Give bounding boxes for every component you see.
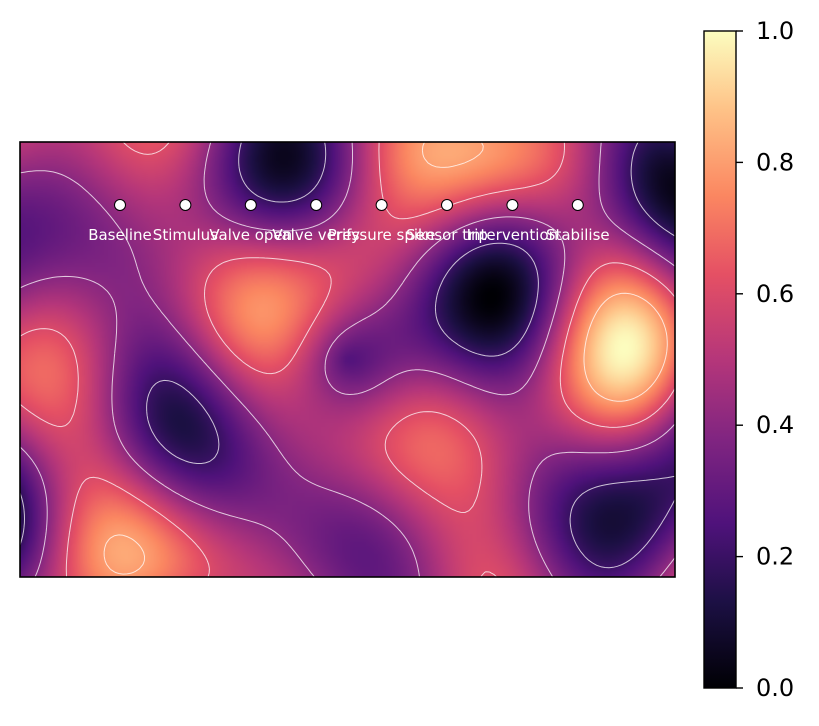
colorbar-tick-label: 0.6 [756,280,794,308]
annotation-label: Valve open [209,226,292,244]
annotation-marker [506,199,519,211]
annotation-label: Stimulus [153,226,218,244]
heatmap-image [20,142,675,577]
colorbar-tick-label: 0.2 [756,543,794,571]
contour-line-0.8 [103,142,668,575]
annotation-marker [310,199,323,211]
colorbar-gradient [704,31,736,688]
contour-lines [20,142,675,577]
colorbar-tick-label: 0.4 [756,411,794,439]
annotation-marker [244,199,257,211]
annotation-label: Intervention [467,226,559,244]
annotation-label: Valve verify [272,226,360,244]
colorbar: 0.0 0.2 0.4 0.6 0.8 1.0 [703,17,794,702]
colorbar-ticks: 0.0 0.2 0.4 0.6 0.8 1.0 [736,17,794,702]
annotation-label: Sensor trip [406,226,488,244]
annotation-label: Stabilise [546,226,610,244]
annotation-marker [375,199,388,211]
contour-line-0.4 [20,142,675,577]
colorbar-tick-label: 0.8 [756,148,794,176]
colorbar-tick-label: 1.0 [756,17,794,45]
contour-line-0.2 [20,142,675,569]
annotation-marker [441,199,453,211]
colorbar-tick-label: 0.0 [756,674,794,702]
annotation-label: Pressure spike [328,226,436,244]
colorbar-frame [703,30,737,689]
annotation-label: Baseline [88,226,152,244]
contour-line-0.6 [20,142,675,577]
annotation-marker [179,199,192,211]
plot-frame [19,141,676,578]
annotation-marker [114,199,126,211]
annotation-marker [571,199,584,211]
